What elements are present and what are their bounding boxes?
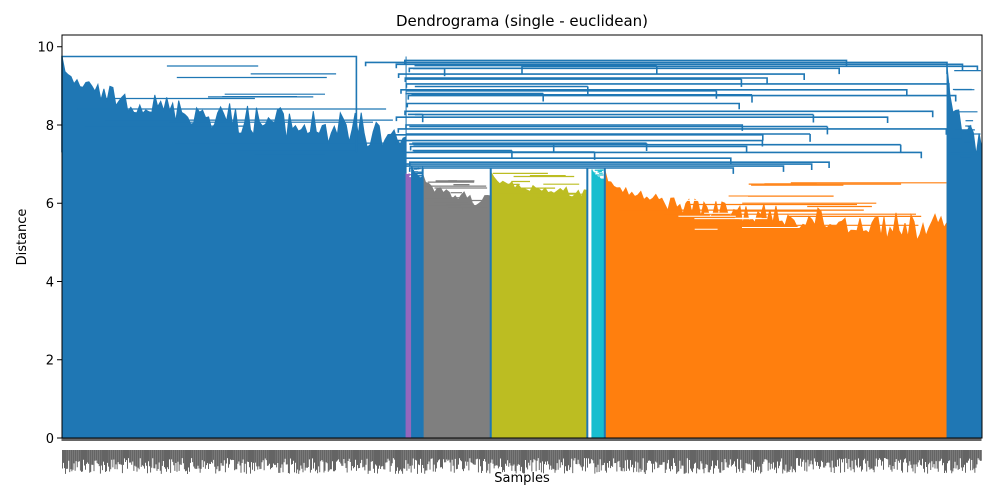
merge-link bbox=[403, 165, 785, 172]
merge-link bbox=[409, 161, 830, 168]
merge-link bbox=[408, 167, 735, 174]
dendrogram-tree bbox=[61, 55, 983, 439]
merge-link bbox=[400, 89, 908, 96]
x-axis-label: Samples bbox=[494, 471, 550, 486]
cluster-branch-region bbox=[421, 173, 492, 439]
merge-link bbox=[409, 145, 748, 153]
merge-link bbox=[397, 73, 805, 80]
y-axis: 0 2 4 6 8 10 bbox=[37, 41, 62, 447]
chart-title: Dendrograma (single - euclidean) bbox=[396, 12, 648, 30]
merge-link bbox=[403, 157, 732, 165]
cluster-branch-region bbox=[405, 173, 413, 439]
leaf-labels-dense bbox=[62, 450, 982, 474]
merge-link bbox=[364, 61, 948, 75]
y-tick-label: 8 bbox=[46, 119, 54, 134]
y-tick-label: 6 bbox=[46, 197, 54, 212]
y-tick-label: 2 bbox=[46, 354, 54, 369]
merge-link bbox=[521, 65, 979, 75]
cluster-branch-region bbox=[591, 168, 606, 439]
y-tick-label: 10 bbox=[37, 41, 54, 56]
cluster-branch-region bbox=[490, 171, 588, 439]
merge-link bbox=[397, 128, 948, 135]
merge-link bbox=[404, 110, 934, 118]
y-tick-label: 4 bbox=[46, 275, 54, 290]
cluster-branch-region bbox=[411, 165, 424, 439]
merge-link bbox=[395, 116, 889, 123]
merge-link bbox=[408, 67, 840, 75]
merge-link bbox=[402, 163, 813, 170]
merge-link bbox=[400, 151, 923, 159]
y-tick-label: 0 bbox=[46, 432, 54, 447]
merge-link bbox=[405, 83, 950, 90]
merge-link bbox=[404, 77, 768, 84]
merge-link bbox=[405, 124, 744, 131]
merge-link bbox=[395, 139, 764, 147]
merge-link bbox=[406, 102, 740, 110]
plot-frame bbox=[61, 34, 983, 439]
y-axis-label: Distance bbox=[15, 209, 30, 266]
merge-link bbox=[395, 63, 964, 71]
